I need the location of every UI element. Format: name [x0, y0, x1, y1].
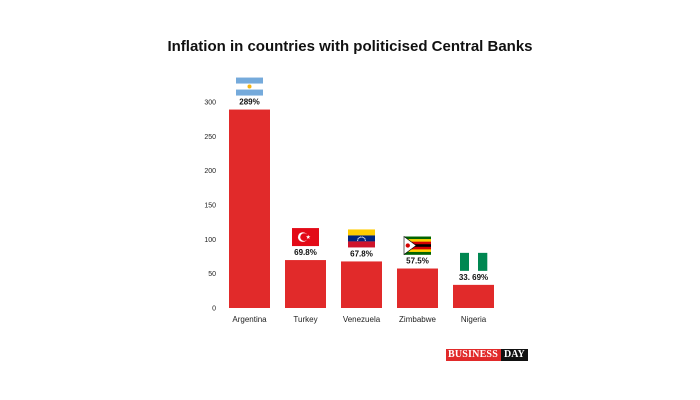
nigeria-flag-icon [460, 252, 488, 271]
data-label: 69.8% [294, 248, 317, 257]
y-tick-label: 100 [204, 237, 216, 244]
y-tick-label: 0 [212, 306, 216, 313]
y-tick-label: 200 [204, 168, 216, 175]
bar-venezuela [341, 261, 382, 308]
data-label: 67.8% [350, 249, 373, 258]
venezuela-flag-icon [348, 229, 375, 248]
y-tick-label: 300 [204, 100, 216, 107]
turkey-flag-icon [292, 228, 319, 247]
y-tick-label: 150 [204, 203, 216, 210]
argentina-flag-icon [236, 77, 263, 96]
x-tick-label: Nigeria [461, 315, 487, 324]
data-label: 289% [239, 98, 259, 107]
data-label: 57.5% [406, 257, 429, 266]
bar-argentina [229, 109, 270, 308]
logo-business-text: BUSINESS [446, 349, 501, 361]
zimbabwe-flag-icon [403, 235, 431, 256]
chart-title: Inflation in countries with politicised … [167, 38, 533, 55]
bar-turkey [285, 260, 326, 308]
y-tick-label: 50 [208, 271, 216, 278]
x-tick-label: Argentina [232, 315, 267, 324]
x-tick-label: Turkey [293, 315, 317, 324]
data-label: 33. 69% [459, 273, 488, 282]
bar-zimbabwe [397, 268, 438, 308]
bar-nigeria [453, 284, 494, 308]
x-tick-label: Zimbabwe [399, 315, 436, 324]
x-tick-label: Venezuela [343, 315, 381, 324]
logo-day-text: DAY [500, 349, 528, 361]
y-tick-label: 250 [204, 134, 216, 141]
businessday-logo: BUSINESS DAY [446, 349, 528, 361]
